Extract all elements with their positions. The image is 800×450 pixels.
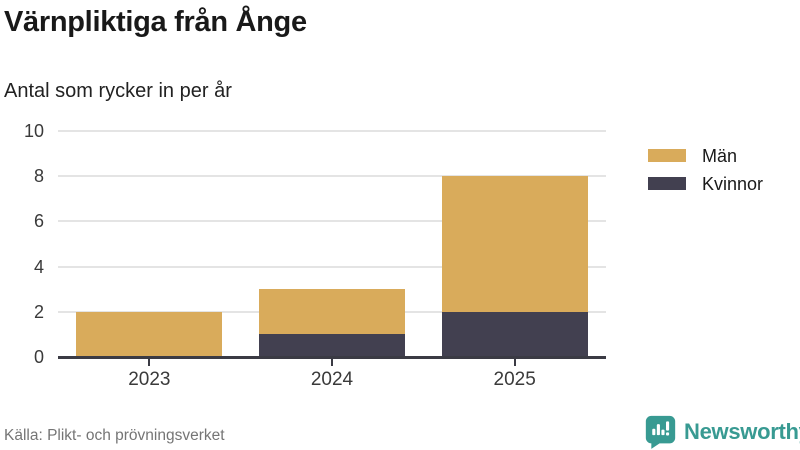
x-tick-label: 2025	[493, 369, 536, 390]
y-tick-label: 8	[33, 166, 44, 187]
legend-label: Män	[702, 145, 738, 166]
y-tick-label: 2	[33, 301, 44, 322]
bar-segment-2023-män	[76, 311, 223, 357]
legend: Män Kvinnor	[648, 145, 764, 205]
gridline-y4	[58, 265, 606, 268]
newsworthy-bar-chart-bubble-icon	[645, 415, 676, 449]
legend-label: Kvinnor	[702, 173, 764, 194]
source-note: Källa: Plikt- och prövningsverket	[4, 427, 225, 444]
gridline-y8	[58, 175, 606, 178]
bar-segment-2024-män	[259, 289, 405, 335]
chart-title: Värnpliktiga från Ånge	[4, 6, 307, 38]
y-tick-label: 10	[23, 121, 44, 141]
y-tick-label: 6	[33, 211, 44, 232]
legend-swatch	[648, 177, 686, 190]
brand-wordmark: Newsworthy	[684, 418, 800, 444]
legend-item-kvinnor: Kvinnor	[648, 173, 764, 194]
bar-segment-2024-kvinnor	[259, 334, 405, 357]
x-tick	[513, 359, 516, 366]
x-tick	[331, 359, 333, 366]
y-tick-label: 4	[33, 256, 44, 277]
x-tick	[148, 359, 151, 366]
y-tick-label: 0	[33, 347, 44, 367]
gridline-y6	[58, 220, 606, 223]
x-tick-label: 2024	[310, 369, 354, 390]
legend-item-män: Män	[648, 145, 763, 166]
x-axis-line	[58, 356, 606, 359]
chart-subtitle: Antal som rycker in per år	[4, 80, 232, 102]
bar-segment-2025-män	[441, 176, 588, 312]
x-tick-label: 2023	[128, 369, 171, 390]
gridline-y10	[58, 130, 606, 132]
legend-swatch	[648, 149, 686, 162]
brand-logo: Newsworthy	[644, 414, 800, 449]
bar-segment-2025-kvinnor	[441, 311, 588, 357]
